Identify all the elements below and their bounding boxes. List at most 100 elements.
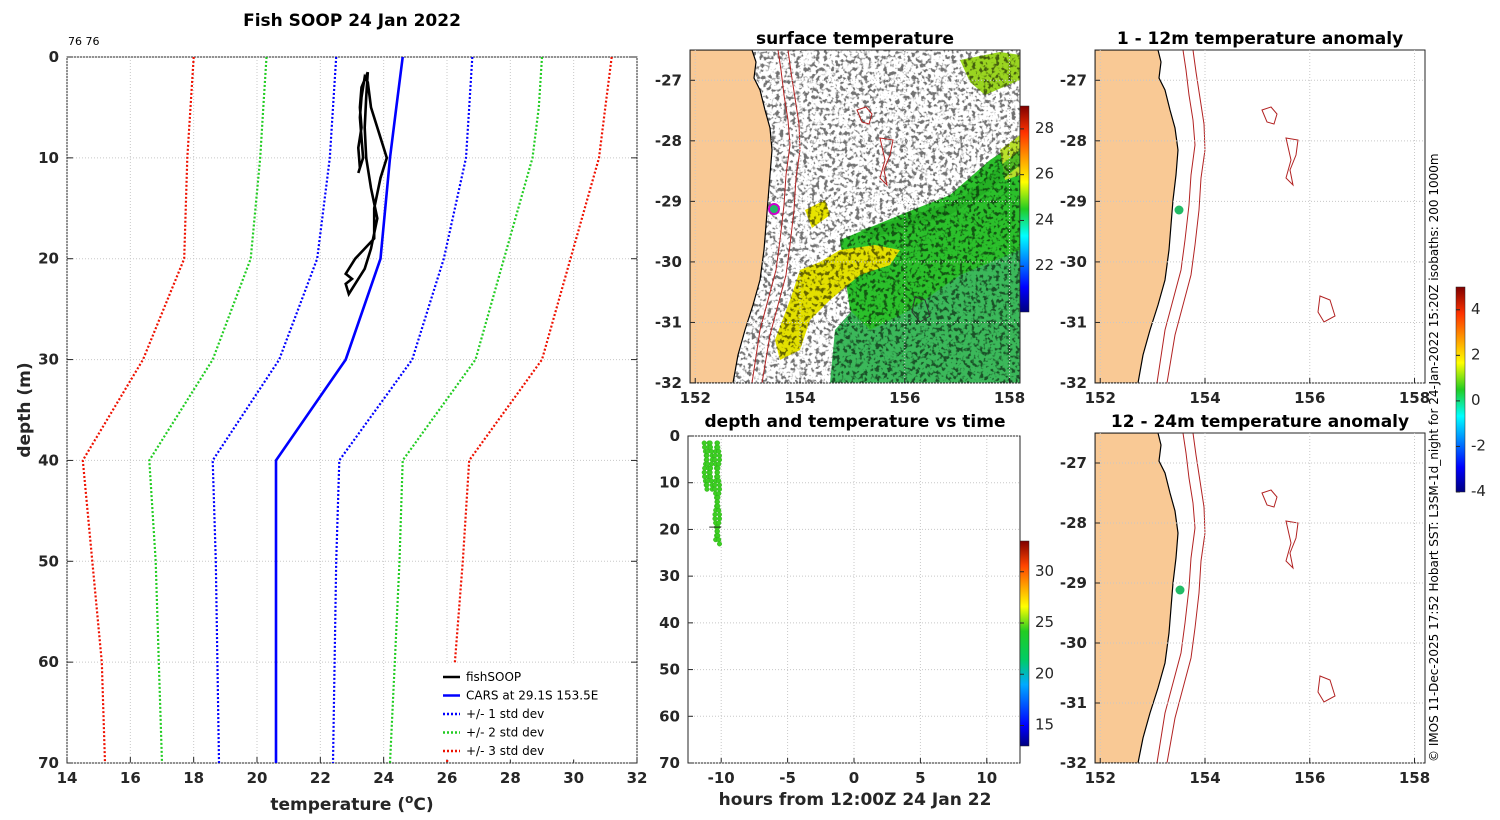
y-tick-label: 40 (38, 451, 59, 469)
sst-title: surface temperature (756, 29, 954, 49)
x-tick-label: 30 (563, 769, 584, 787)
colorbar-tick-label: 25 (1035, 613, 1054, 631)
cast-point (708, 444, 714, 450)
legend-box (435, 663, 634, 760)
cast-point (716, 478, 722, 484)
cast-point (712, 486, 718, 492)
time-title: depth and temperature vs time (705, 412, 1006, 432)
colorbar-tick-label: 28 (1035, 119, 1054, 137)
sst-grid (690, 50, 1020, 384)
time-axes (687, 435, 1021, 764)
y-tick-label: -31 (1060, 313, 1087, 331)
legend-label: CARS at 29.1S 153.5E (466, 689, 598, 703)
anom2-station-marker (1175, 585, 1185, 595)
cast-point (708, 478, 714, 484)
y-tick-label: -29 (1060, 192, 1087, 210)
time-colorbar-ticks: 15 20 25 30 (1020, 562, 1054, 734)
y-tick-label: 40 (659, 614, 680, 632)
x-tick-label: 16 (120, 769, 141, 787)
cast-point (716, 453, 722, 459)
x-tick-label: 0 (849, 769, 859, 787)
colorbar-tick-label: -4 (1471, 482, 1486, 500)
anom2-seamount-2 (1285, 520, 1299, 570)
x-tick-label: 158 (1399, 389, 1430, 407)
y-tick-label: -31 (1060, 694, 1087, 712)
sd2-low-line (148, 56, 268, 764)
y-tick-label: -28 (1060, 132, 1087, 150)
y-tick-label: -32 (655, 374, 682, 392)
legend-label: +/- 2 std dev (466, 726, 544, 740)
colorbar-tick-label: 26 (1035, 165, 1054, 183)
y-tick-label: -30 (1060, 634, 1087, 652)
cast-point (708, 474, 714, 480)
anom2-xticks: 152 154 156 158 (1085, 769, 1431, 787)
y-tick-label: 70 (659, 754, 680, 772)
anom1-xticks: 152 154 156 158 (1085, 389, 1431, 407)
cast-point (714, 440, 720, 446)
anomaly-colorbar (1455, 286, 1466, 493)
time-xticks: -10 -5 0 5 10 (708, 769, 998, 787)
anom2-title: 12 - 24m temperature anomaly (1111, 412, 1409, 432)
cast-point (701, 469, 707, 475)
cast-point (716, 461, 722, 467)
x-tick-label: 28 (500, 769, 521, 787)
x-tick-label: 156 (889, 389, 920, 407)
y-tick-label: 50 (659, 661, 680, 679)
y-tick-label: 60 (659, 707, 680, 725)
x-tick-label: -5 (779, 769, 796, 787)
legend-label: +/- 1 std dev (466, 707, 544, 721)
y-tick-label: -30 (655, 253, 682, 271)
y-tick-label: -29 (1060, 574, 1087, 592)
profile-xticks: 14 16 18 20 22 24 26 28 30 32 (57, 769, 648, 787)
profile-title: Fish SOOP 24 Jan 2022 (243, 11, 461, 31)
cars-line (274, 56, 404, 763)
profile-axes (66, 56, 638, 764)
seamount-3 (911, 296, 931, 323)
time-points (701, 440, 723, 547)
profile-grid (66, 56, 638, 764)
anom1-isobath-1000 (1166, 50, 1206, 383)
anom2-grid (1095, 433, 1425, 764)
cast-point (714, 469, 720, 475)
x-tick-label: 156 (1294, 389, 1325, 407)
cast-point (714, 528, 720, 534)
anom1-isobath-200 (1156, 50, 1196, 383)
x-tick-label: 10 (976, 769, 997, 787)
cast-point (707, 469, 713, 475)
x-tick-label: 158 (1399, 769, 1430, 787)
colorbar-tick-label: 24 (1035, 210, 1054, 228)
anom1-station-marker (1174, 205, 1184, 215)
cast-point (712, 482, 718, 488)
y-tick-label: 0 (670, 427, 680, 445)
cast-point (717, 486, 723, 492)
y-tick-label: -27 (1060, 454, 1087, 472)
cast-point (714, 499, 720, 505)
cast-point (716, 537, 722, 543)
credit-text: © IMOS 11-Dec-2025 17:52 Hobart SST: L3S… (1427, 153, 1441, 762)
cast-point (708, 465, 714, 471)
x-tick-label: 14 (57, 769, 78, 787)
cast-point (716, 507, 722, 513)
colorbar-tick-label: 30 (1035, 562, 1054, 580)
anom2-panel: 12 - 24m temperature anomaly 152 154 156 15… (1060, 412, 1430, 787)
x-tick-label: 154 (1189, 769, 1220, 787)
y-tick-label: -31 (655, 313, 682, 331)
y-tick-label: -32 (1060, 754, 1087, 772)
y-tick-label: 30 (38, 351, 59, 369)
anom1-yticks: -27 -28 -29 -30 -31 -32 (1060, 71, 1087, 392)
y-tick-label: -27 (655, 71, 682, 89)
colorbar-tick-label: -2 (1471, 436, 1486, 454)
x-tick-label: 32 (627, 769, 648, 787)
x-tick-label: 156 (1294, 769, 1325, 787)
anom2-isobath-1000 (1166, 433, 1206, 763)
y-tick-label: 10 (38, 149, 59, 167)
y-tick-label: -30 (1060, 253, 1087, 271)
cast-point (712, 457, 718, 463)
x-tick-label: 26 (437, 769, 458, 787)
colorbar-tick-label: 0 (1471, 391, 1481, 409)
sst-coastline-land (690, 50, 773, 383)
anom1-title: 1 - 12m temperature anomaly (1117, 29, 1403, 49)
profile-legend: fishSOOP CARS at 29.1S 153.5E +/- 1 std de… (435, 663, 634, 760)
sst-isobath-1000 (761, 50, 801, 383)
colorbar-tick-label: 2 (1471, 345, 1481, 363)
